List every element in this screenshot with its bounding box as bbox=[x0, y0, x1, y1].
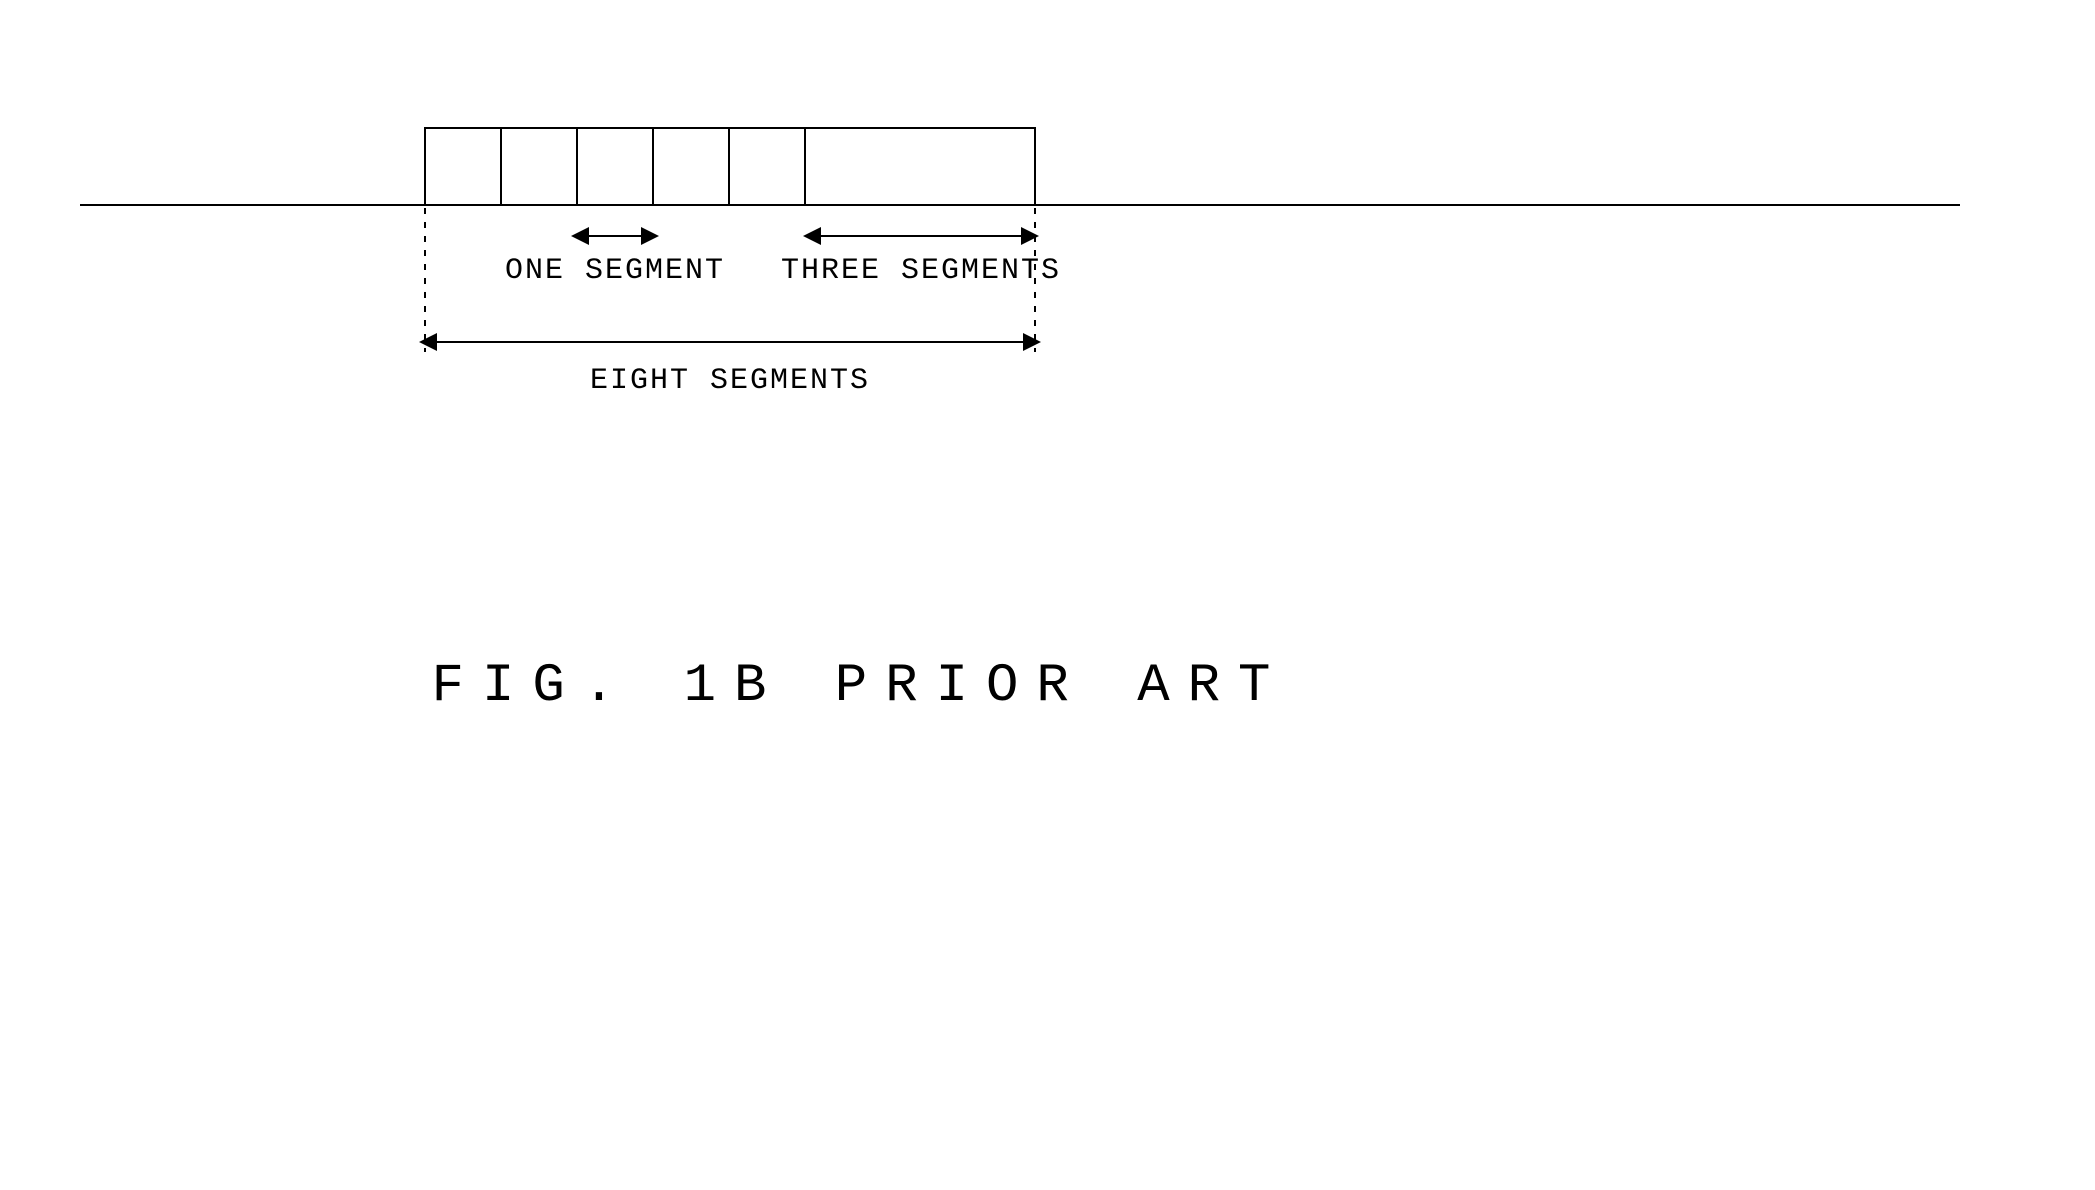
label-eight-segments: EIGHT SEGMENTS bbox=[590, 364, 870, 398]
label-three-segments: THREE SEGMENTS bbox=[781, 254, 1061, 288]
figure-caption: FIG. 1B PRIOR ART bbox=[432, 656, 1289, 717]
label-one-segment: ONE SEGMENT bbox=[505, 254, 725, 288]
